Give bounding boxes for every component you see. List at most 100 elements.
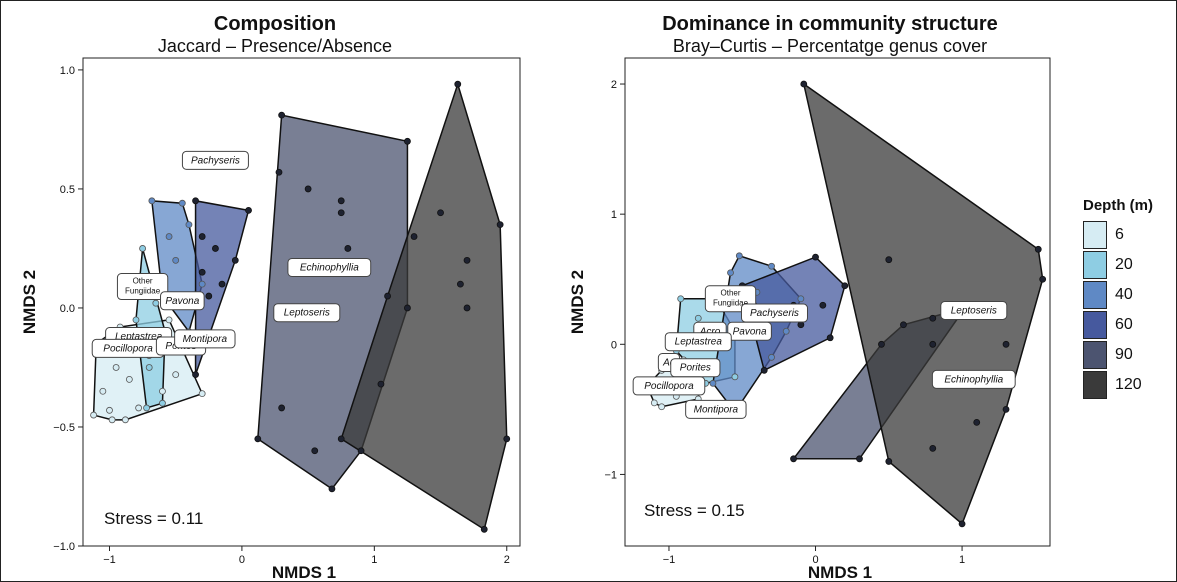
y-tick-label: −1.0 [53,541,75,553]
data-point-depth-120 [885,458,893,465]
composition-panel: Composition Jaccard – Presence/Absence P… [20,13,521,582]
data-point-depth-90 [357,447,365,455]
data-point-depth-60 [198,268,206,276]
data-point-depth-6 [658,403,666,411]
data-point-depth-120 [454,80,462,88]
x-axis-label: NMDS 1 [808,563,872,582]
genus-label: Pavona [160,291,205,311]
data-point-depth-60 [198,233,206,240]
data-point-depth-60 [797,321,805,329]
data-point-depth-120 [1034,245,1042,253]
data-point-depth-40 [768,353,775,361]
y-tick-label: 1 [611,209,617,221]
svg-text:Leptoseris: Leptoseris [951,305,997,316]
data-point-depth-90 [900,321,907,329]
data-point-depth-60 [231,256,239,264]
data-point-depth-40 [727,269,734,277]
legend-item: 60 [1083,310,1173,340]
y-tick-label: 1.0 [60,65,75,77]
data-point-depth-60 [212,245,219,252]
legend-swatch [1083,281,1107,309]
genus-label: Echinophyllia [931,369,1016,389]
data-point-depth-6 [198,390,206,398]
svg-text:Other: Other [133,277,153,286]
genus-label: Leptastrea [664,332,732,352]
svg-text:Echinophyllia: Echinophyllia [300,262,359,273]
legend-item: 90 [1083,340,1173,370]
data-point-depth-20 [139,245,146,252]
data-point-depth-6 [650,399,658,407]
data-point-depth-20 [731,373,739,381]
legend-label: 90 [1115,346,1133,363]
legend-swatch [1083,371,1107,399]
data-point-depth-90 [311,447,319,455]
data-point-depth-90 [254,435,262,443]
dominance-panel: Dominance in community structure Bray–Cu… [568,13,1051,582]
data-point-depth-120 [410,233,418,240]
data-point-depth-120 [885,256,893,264]
data-point-depth-120 [973,418,981,426]
svg-text:Other: Other [721,289,741,298]
genus-label: Pachyseris [181,150,249,170]
data-point-depth-90 [344,245,352,252]
data-point-depth-6 [125,375,133,383]
data-point-depth-120 [929,444,937,452]
data-point-depth-90 [856,455,863,463]
svg-text:Acro: Acro [699,326,721,337]
data-point-depth-60 [245,206,252,214]
data-point-depth-6 [159,387,166,395]
legend-item: 40 [1083,280,1173,310]
x-tick-label: 0 [812,554,818,566]
data-point-depth-120 [800,80,808,88]
data-point-depth-60 [218,280,226,288]
svg-text:Pachyseris: Pachyseris [191,155,240,166]
data-point-depth-120 [437,209,444,217]
data-point-depth-60 [826,334,834,342]
y-tick-label: 0 [611,339,617,351]
legend-label: 60 [1115,316,1133,333]
data-point-depth-120 [958,520,966,528]
legend-label: 20 [1115,256,1133,273]
data-point-depth-40 [709,379,717,387]
genus-label: Pavona [727,321,772,341]
svg-text:Pocillopora: Pocillopora [644,381,694,392]
data-point-depth-90 [929,314,937,322]
genus-label: Montipora [685,399,747,419]
data-point-depth-6 [106,406,113,414]
data-point-depth-6 [108,416,116,424]
svg-text:Ac: Ac [662,358,675,369]
legend-label: 120 [1115,376,1142,393]
data-point-depth-120 [457,280,464,288]
y-axis-label: NMDS 2 [568,270,587,334]
svg-text:Fungiidae: Fungiidae [713,299,749,308]
genus-label: Montipora [174,329,236,349]
data-point-depth-6 [121,416,129,424]
data-point-depth-40 [735,252,743,260]
data-point-depth-6 [112,364,120,371]
data-point-depth-6 [90,411,97,419]
legend-swatch [1083,221,1107,249]
legend-item: 6 [1083,220,1173,250]
data-point-depth-90 [278,404,286,412]
data-point-depth-120 [1002,405,1010,413]
data-point-depth-40 [165,233,173,240]
svg-text:Porites: Porites [680,363,711,374]
svg-text:Leptoseris: Leptoseris [284,308,330,319]
genus-label: Pocillopora [632,376,706,396]
depth-legend: Depth (m) 6 20 40 60 90 120 [1083,197,1173,400]
data-point-depth-120 [463,304,471,312]
data-point-depth-120 [480,525,488,533]
data-point-depth-90 [404,137,411,145]
data-point-depth-20 [143,404,150,412]
data-point-depth-40 [198,280,206,288]
legend-label: 40 [1115,286,1133,303]
data-point-depth-120 [503,435,511,443]
panel-title: Dominance in community structure [662,13,998,35]
svg-text:Pocillopora: Pocillopora [103,343,153,354]
data-point-depth-40 [178,199,186,207]
data-point-depth-20 [132,316,140,324]
genus-label: Leptoseris [940,300,1008,320]
svg-text:Pavona: Pavona [733,326,767,337]
data-point-depth-40 [768,262,775,270]
